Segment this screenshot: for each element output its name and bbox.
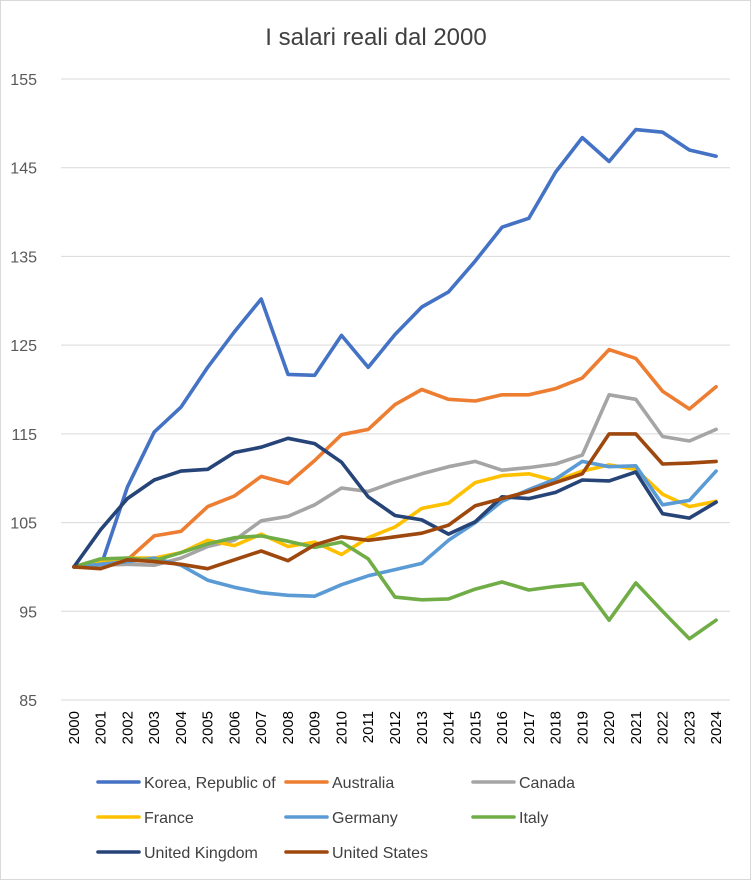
gridlines <box>61 78 730 701</box>
legend-item-australia: Australia <box>284 775 394 792</box>
y-axis-tick-labels: 85 95 105 115 125 135 145 155 <box>10 72 37 710</box>
x-tick-label: 2018 <box>548 711 565 744</box>
legend-item-germany: Germany <box>284 810 398 827</box>
series-line-united-states <box>72 432 718 571</box>
x-tick-label: 2013 <box>414 711 431 744</box>
series-lines <box>72 127 718 641</box>
x-tick-label: 2001 <box>93 711 110 744</box>
legend-item-france: France <box>96 810 194 827</box>
x-tick-label: 2004 <box>173 711 190 744</box>
x-tick-label: 2009 <box>307 711 324 744</box>
x-tick-label: 2010 <box>333 711 350 744</box>
legend-label: France <box>144 810 194 827</box>
series-line-australia <box>72 347 718 569</box>
x-tick-label: 2000 <box>66 711 83 744</box>
x-tick-label: 2024 <box>708 711 725 744</box>
y-tick-label: 85 <box>19 693 37 710</box>
x-tick-label: 2008 <box>280 711 297 744</box>
y-tick-label: 145 <box>10 161 37 178</box>
series-line-italy <box>72 534 718 641</box>
x-tick-label: 2014 <box>441 711 458 744</box>
x-tick-label: 2017 <box>521 711 538 744</box>
series-line-united-kingdom <box>72 436 718 569</box>
legend-label: Germany <box>332 810 398 827</box>
legend-item-italy: Italy <box>471 810 548 827</box>
legend-item-united-states: United States <box>284 845 428 862</box>
chart-title: I salari reali dal 2000 <box>265 24 486 51</box>
x-tick-label: 2021 <box>628 711 645 744</box>
x-tick-label: 2015 <box>467 711 484 744</box>
x-tick-label: 2023 <box>681 711 698 744</box>
x-tick-label: 2011 <box>360 711 377 743</box>
legend-label: Australia <box>332 775 394 792</box>
x-tick-label: 2007 <box>253 711 270 744</box>
legend: Korea, Republic of Australia Canada France G… <box>96 775 575 862</box>
x-tick-label: 2020 <box>601 711 618 744</box>
legend-label: Italy <box>519 810 548 827</box>
series-line-korea-republic-of <box>72 127 718 569</box>
series-line-canada <box>72 392 718 569</box>
x-tick-label: 2022 <box>655 711 672 744</box>
legend-label: United Kingdom <box>144 845 258 862</box>
y-tick-label: 155 <box>10 72 37 89</box>
y-tick-label: 115 <box>11 427 37 444</box>
y-tick-label: 125 <box>10 338 37 355</box>
x-tick-label: 2005 <box>200 711 217 744</box>
x-tick-label: 2006 <box>226 711 243 744</box>
legend-item-united-kingdom: United Kingdom <box>96 845 258 862</box>
y-tick-label: 95 <box>19 604 37 621</box>
x-tick-label: 2019 <box>574 711 591 744</box>
legend-label: United States <box>332 845 428 862</box>
y-tick-label: 105 <box>10 516 37 533</box>
x-tick-label: 2002 <box>119 711 136 744</box>
x-axis-tick-labels: 2000 2001 2002 2003 2004 2005 2006 2007 2008 2009… <box>66 711 725 744</box>
x-tick-label: 2003 <box>146 711 163 744</box>
y-tick-label: 135 <box>10 249 37 266</box>
x-tick-label: 2016 <box>494 711 511 744</box>
legend-label: Canada <box>519 775 575 792</box>
legend-item-canada: Canada <box>471 775 575 792</box>
legend-item-korea-republic-of: Korea, Republic of <box>96 775 276 792</box>
x-tick-label: 2012 <box>387 711 404 744</box>
legend-label: Korea, Republic of <box>144 775 276 792</box>
